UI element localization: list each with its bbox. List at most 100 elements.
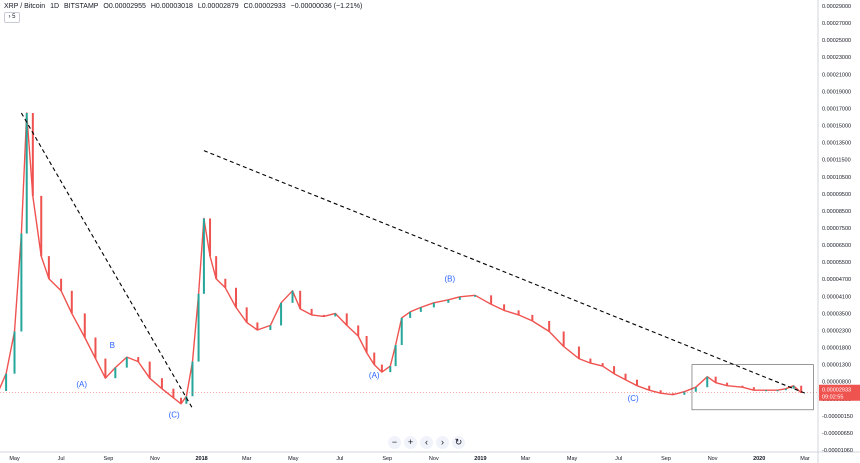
y-tick-label: 0.00002300 <box>822 328 851 334</box>
candle <box>125 357 128 368</box>
candle <box>548 320 551 332</box>
y-tick-label: 0.00001300 <box>822 363 851 369</box>
x-tick-label: May <box>9 456 20 462</box>
indicator-count: 5 <box>12 14 16 20</box>
candle <box>577 346 580 359</box>
x-tick-label: 2020 <box>753 456 765 462</box>
x-tick-label: May <box>288 456 299 462</box>
trendline <box>20 112 193 409</box>
y-tick-label: 0.00009500 <box>822 192 851 198</box>
candle <box>235 287 238 308</box>
x-tick-label: 2019 <box>474 456 486 462</box>
candle <box>400 317 403 346</box>
x-tick-label: Jul <box>615 456 622 462</box>
zoom-in-button[interactable]: + <box>404 436 417 449</box>
candle <box>202 218 205 294</box>
candle <box>357 325 360 336</box>
low-value: L0.00002879 <box>197 3 239 10</box>
y-tick-label: 0.00017000 <box>822 106 851 112</box>
y-tick-label: 0.00000800 <box>822 380 851 386</box>
collapse-indicators-button[interactable]: › 5 <box>4 12 20 23</box>
candle <box>114 367 117 379</box>
candle <box>432 302 435 308</box>
candle <box>765 390 768 392</box>
candle <box>269 325 272 330</box>
symbol-name[interactable]: XRP / Bitcoin <box>4 3 46 10</box>
y-tick-label: 0.00029000 <box>822 4 851 10</box>
candle <box>613 366 616 374</box>
candle <box>531 314 534 321</box>
y-tick-label: 0.00001800 <box>822 346 851 352</box>
close-value: C0.00002933 <box>243 3 286 10</box>
y-tick-label: 0.00025000 <box>822 38 851 44</box>
candle <box>800 385 803 393</box>
wave-label: (B) <box>445 275 456 284</box>
change-value: −0.00000036 (−1.21%) <box>290 3 363 10</box>
candle <box>322 314 325 317</box>
y-tick-label: 0.00021000 <box>822 72 851 78</box>
y-tick-label: 0.00003500 <box>822 311 851 317</box>
candle <box>635 379 638 386</box>
x-tick-label: Mar <box>242 456 252 462</box>
x-tick-label: Mar <box>521 456 531 462</box>
chart-header: XRP / Bitcoin 1D BITSTAMP O0.00002955 H0… <box>4 3 365 10</box>
candle <box>25 113 28 234</box>
candle <box>334 313 337 317</box>
y-tick-label: 0.00011500 <box>822 158 851 164</box>
y-tick-label: 0.00023000 <box>822 55 851 61</box>
candle <box>365 335 368 353</box>
y-tick-label: 0.00010500 <box>822 175 851 181</box>
candle <box>148 361 151 379</box>
candle <box>224 278 227 288</box>
y-tick-label: 0.00007500 <box>822 226 851 232</box>
candle <box>83 313 86 338</box>
candle <box>280 302 283 326</box>
x-tick-label: Sep <box>661 456 671 462</box>
reset-chart-button[interactable]: ↻ <box>452 436 465 449</box>
candle <box>31 113 34 196</box>
scroll-right-button[interactable]: › <box>436 436 449 449</box>
candle <box>683 391 686 395</box>
x-tick-label: Jul <box>58 456 65 462</box>
candle <box>784 388 787 391</box>
candle <box>209 218 212 257</box>
candle <box>589 358 592 364</box>
candle <box>624 373 627 380</box>
candle <box>70 290 73 314</box>
candle <box>197 293 200 362</box>
candle <box>741 385 744 388</box>
candle <box>380 364 383 373</box>
candle <box>714 376 717 383</box>
candle <box>245 307 248 323</box>
candle <box>694 387 697 392</box>
x-tick-label: Nov <box>150 456 160 462</box>
trendline <box>203 150 806 394</box>
x-tick-label: Nov <box>429 456 439 462</box>
candle <box>474 295 477 297</box>
scroll-left-button[interactable]: ‹ <box>420 436 433 449</box>
candle <box>191 361 194 397</box>
zoom-out-button[interactable]: − <box>388 436 401 449</box>
x-tick-label: Sep <box>104 456 114 462</box>
candle <box>160 378 163 389</box>
high-value: H0.00003018 <box>150 3 193 10</box>
candle <box>256 322 259 330</box>
x-tick-label: Jul <box>336 456 343 462</box>
y-tick-label: -0.00000150 <box>822 414 853 420</box>
wave-label: (A) <box>76 380 87 389</box>
price-line <box>0 112 802 405</box>
candle <box>706 376 709 388</box>
candle <box>458 296 461 300</box>
candle <box>20 233 23 332</box>
candle <box>517 310 520 315</box>
candle <box>447 299 450 303</box>
candle <box>299 290 302 309</box>
y-tick-label: 0.00004100 <box>822 294 851 300</box>
countdown-label: 09:02:55 <box>822 395 843 401</box>
candle <box>726 382 729 386</box>
y-tick-label: -0.00000650 <box>822 431 853 437</box>
current-price-badge <box>819 384 860 401</box>
interval[interactable]: 1D <box>50 3 60 10</box>
candle <box>419 307 422 312</box>
